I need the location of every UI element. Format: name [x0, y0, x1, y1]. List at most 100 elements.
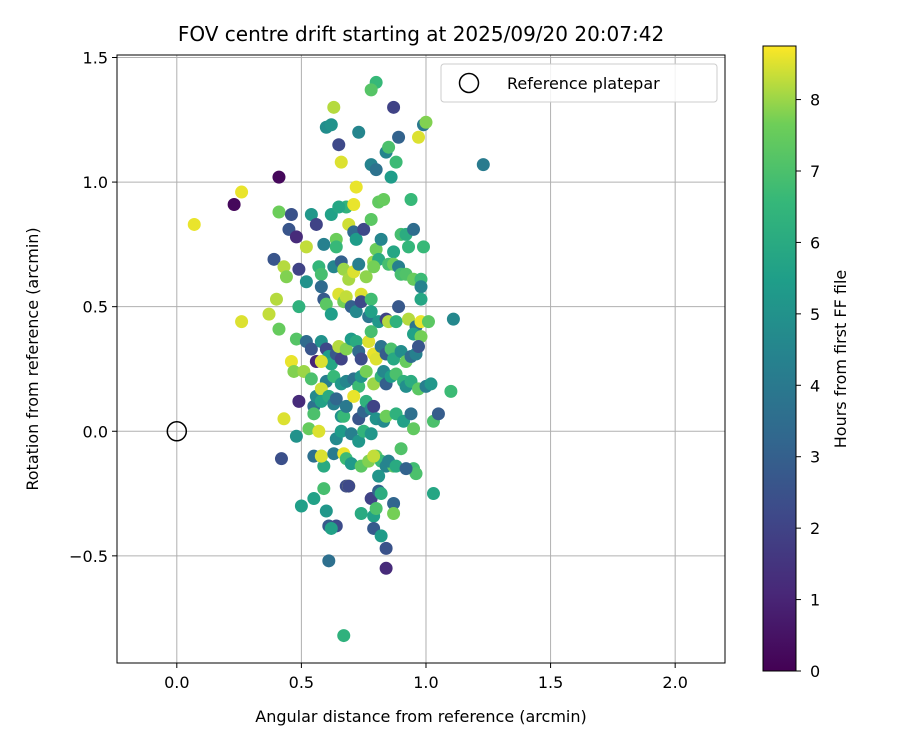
- data-point: [407, 422, 421, 436]
- data-point: [235, 185, 249, 199]
- data-point: [294, 499, 308, 513]
- data-point: [409, 467, 423, 481]
- data-point: [304, 342, 318, 356]
- data-point: [424, 377, 438, 391]
- data-point: [412, 130, 426, 144]
- data-point: [314, 449, 328, 463]
- data-point: [446, 312, 460, 326]
- data-point: [319, 504, 333, 518]
- data-point: [404, 407, 418, 421]
- data-point: [354, 352, 368, 366]
- colorbar-tick-label: 3: [810, 448, 820, 467]
- data-point: [324, 307, 338, 321]
- data-point: [364, 305, 378, 319]
- data-point: [344, 457, 358, 471]
- data-point: [337, 629, 351, 643]
- data-point: [349, 232, 363, 246]
- data-point: [426, 487, 440, 501]
- y-tick-label: 0.0: [83, 422, 108, 441]
- y-tick-label: −0.5: [69, 547, 108, 566]
- data-point: [339, 342, 353, 356]
- data-point: [394, 442, 408, 456]
- data-point: [387, 506, 401, 520]
- data-point: [374, 232, 388, 246]
- data-point: [364, 325, 378, 339]
- data-point: [392, 130, 406, 144]
- data-point: [314, 354, 328, 368]
- data-point: [352, 125, 366, 139]
- data-point: [314, 280, 328, 294]
- data-point: [369, 352, 383, 366]
- data-point: [329, 240, 343, 254]
- data-point: [364, 212, 378, 226]
- data-point: [357, 222, 371, 236]
- data-point: [292, 300, 306, 314]
- data-point: [309, 217, 323, 231]
- legend-label: Reference platepar: [507, 74, 660, 93]
- data-point: [292, 394, 306, 408]
- data-point: [367, 260, 381, 274]
- data-point: [289, 230, 303, 244]
- data-point: [364, 83, 378, 97]
- data-point: [369, 163, 383, 177]
- data-point: [349, 180, 363, 194]
- data-point: [364, 427, 378, 441]
- data-point: [277, 260, 291, 274]
- colorbar-tick-label: 1: [810, 591, 820, 610]
- data-point: [284, 354, 298, 368]
- data-point: [414, 292, 428, 306]
- data-point: [337, 409, 351, 423]
- grid: [117, 55, 725, 663]
- data-point: [349, 305, 363, 319]
- y-axis-title: Rotation from reference (arcmin): [23, 227, 42, 490]
- data-point: [235, 315, 249, 329]
- x-tick-label: 0.0: [164, 673, 189, 692]
- data-point: [292, 262, 306, 276]
- data-point: [274, 452, 288, 466]
- data-point: [272, 170, 286, 184]
- chart-title: FOV centre drift starting at 2025/09/20 …: [178, 22, 664, 46]
- data-point: [349, 335, 363, 349]
- reference-marker: [166, 421, 188, 442]
- data-point: [337, 262, 351, 276]
- colorbar-tick-label: 7: [810, 162, 820, 181]
- data-point: [354, 295, 368, 309]
- data-point: [382, 140, 396, 154]
- data-point: [327, 447, 341, 461]
- data-point: [389, 315, 403, 329]
- data-point: [387, 100, 401, 114]
- data-point: [377, 193, 391, 207]
- legend-box: [440, 63, 718, 103]
- data-point: [414, 330, 428, 344]
- data-point: [327, 100, 341, 114]
- data-point: [414, 280, 428, 294]
- data-point: [339, 399, 353, 413]
- data-point: [304, 372, 318, 386]
- data-point: [374, 529, 388, 543]
- data-point: [339, 290, 353, 304]
- data-point: [367, 449, 381, 463]
- data-point: [272, 322, 286, 336]
- data-point: [272, 205, 286, 219]
- data-point: [304, 207, 318, 221]
- data-point: [352, 257, 366, 271]
- data-point: [334, 352, 348, 366]
- colorbar-tick-label: 2: [810, 519, 820, 538]
- y-tick-label: 1.0: [83, 173, 108, 192]
- data-point: [289, 332, 303, 346]
- data-point: [387, 245, 401, 259]
- data-point: [354, 506, 368, 520]
- data-point: [299, 240, 313, 254]
- data-point: [334, 424, 348, 438]
- data-point: [352, 379, 366, 393]
- colorbar-tick-label: 8: [810, 91, 820, 110]
- legend: Reference platepar: [440, 63, 718, 103]
- data-point: [412, 340, 426, 354]
- data-point: [284, 207, 298, 221]
- colorbar-tick-label: 0: [810, 662, 820, 681]
- data-point: [379, 561, 393, 575]
- data-point: [324, 118, 338, 132]
- data-point: [332, 138, 346, 152]
- data-point: [394, 345, 408, 359]
